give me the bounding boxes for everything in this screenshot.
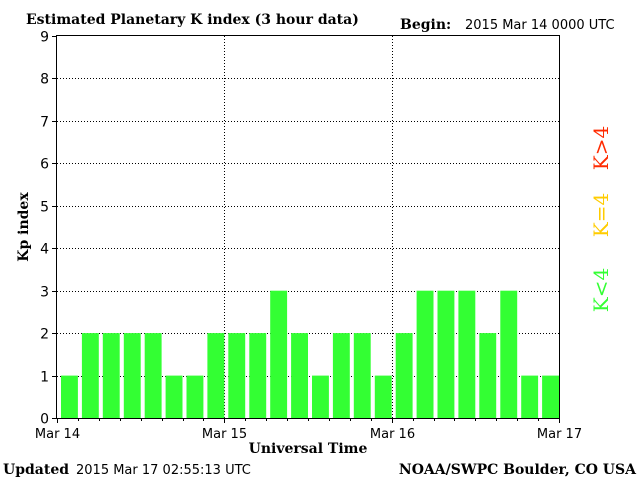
kp-bar	[207, 333, 225, 418]
x-axis-label: Universal Time	[249, 441, 368, 457]
kp-bar	[61, 375, 78, 418]
kp-bar	[165, 375, 183, 418]
y-tick-label: 4	[40, 242, 49, 258]
x-tick-label: Mar 14	[35, 427, 80, 442]
y-tick-label: 6	[40, 157, 49, 173]
y-tick-label: 3	[40, 285, 49, 301]
kp-bar	[332, 333, 350, 418]
kp-bar	[521, 375, 539, 418]
y-tick-label: 8	[40, 72, 49, 88]
kp-bar	[479, 333, 497, 418]
legend-entry: K<4	[589, 268, 613, 312]
legend-entry: K>4	[589, 126, 613, 170]
kp-bar	[249, 333, 267, 418]
y-tick-label: 9	[40, 30, 49, 46]
legend: K>4 K=4 K<4	[589, 126, 613, 312]
kp-bar	[458, 290, 476, 418]
y-axis: 0 1 2 3 4 5 6 7 8 9	[40, 30, 57, 428]
x-axis: Mar 14 Mar 15 Mar 16 Mar 17	[35, 418, 582, 442]
kp-bar	[416, 290, 434, 418]
kp-bar	[291, 333, 308, 418]
chart-title: Estimated Planetary K index (3 hour data…	[26, 12, 359, 28]
kp-bar	[144, 333, 162, 418]
kp-bar	[374, 375, 392, 418]
begin-label: Begin:	[400, 17, 451, 33]
kp-bar	[312, 375, 329, 418]
grid-lines	[57, 36, 559, 418]
kp-bar	[81, 333, 99, 418]
kp-bar	[270, 290, 288, 418]
kp-bar	[186, 375, 204, 418]
kp-bar	[353, 333, 371, 418]
kp-bar	[395, 333, 413, 418]
updated-label: Updated	[3, 462, 69, 478]
credit-text: NOAA/SWPC Boulder, CO USA	[399, 462, 637, 478]
y-tick-label: 1	[40, 370, 49, 386]
kp-bar	[123, 333, 141, 418]
kp-bar	[228, 333, 246, 418]
begin-value: 2015 Mar 14 0000 UTC	[465, 18, 615, 33]
kp-bar	[102, 333, 120, 418]
y-tick-label: 5	[40, 200, 49, 216]
updated-value: 2015 Mar 17 02:55:13 UTC	[76, 463, 251, 478]
kp-bar	[542, 375, 559, 418]
x-tick-label: Mar 15	[202, 427, 247, 442]
y-tick-label: 7	[40, 115, 49, 131]
kp-bar	[437, 290, 455, 418]
legend-entry: K=4	[589, 193, 613, 237]
bar-series	[61, 290, 559, 418]
y-tick-label: 0	[40, 412, 49, 428]
x-tick-label: Mar 17	[537, 427, 582, 442]
y-tick-label: 2	[40, 327, 49, 343]
x-tick-label: Mar 16	[370, 427, 415, 442]
kp-bar	[500, 290, 518, 418]
y-axis-label: Kp index	[16, 192, 32, 262]
